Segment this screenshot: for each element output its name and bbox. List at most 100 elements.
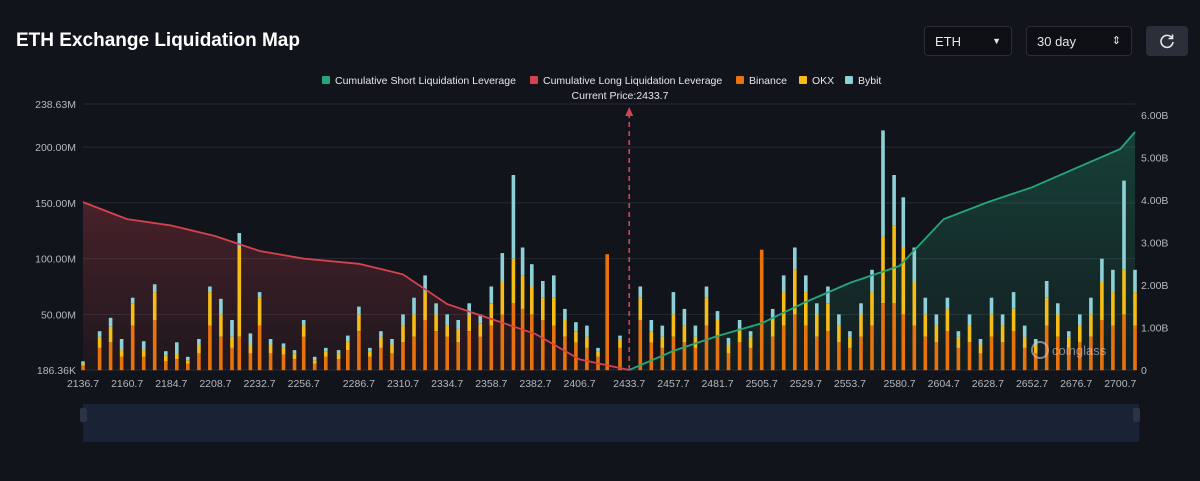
okx-bar[interactable] <box>478 323 483 337</box>
binance-bar[interactable] <box>1011 331 1016 371</box>
okx-bar[interactable] <box>1033 344 1038 354</box>
bybit-bar[interactable] <box>324 347 328 352</box>
okx-bar[interactable] <box>119 350 124 357</box>
okx-bar[interactable] <box>520 275 525 309</box>
binance-bar[interactable] <box>478 336 483 371</box>
bybit-bar[interactable] <box>770 308 775 321</box>
bybit-bar[interactable] <box>881 130 885 237</box>
bybit-bar[interactable] <box>423 275 427 293</box>
bybit-bar[interactable] <box>379 331 383 337</box>
okx-bar[interactable] <box>649 331 654 343</box>
legend-label[interactable]: Bybit <box>858 75 881 87</box>
binance-bar[interactable] <box>638 320 643 371</box>
binance-bar[interactable] <box>152 320 157 371</box>
asset-select[interactable]: ETH ▼ <box>924 26 1012 56</box>
binance-bar[interactable] <box>870 325 874 371</box>
bybit-bar[interactable] <box>346 335 350 342</box>
long-cumulative-line[interactable] <box>82 201 630 371</box>
bybit-bar[interactable] <box>956 331 961 337</box>
binance-bar[interactable] <box>301 336 306 371</box>
bybit-bar[interactable] <box>693 325 698 337</box>
binance-bar[interactable] <box>423 320 427 371</box>
bybit-bar[interactable] <box>237 233 242 248</box>
binance-bar[interactable] <box>1000 342 1005 371</box>
okx-bar[interactable] <box>892 225 896 304</box>
binance-bar[interactable] <box>520 308 525 371</box>
binance-bar[interactable] <box>346 350 350 371</box>
binance-bar[interactable] <box>401 342 405 371</box>
binance-bar[interactable] <box>219 336 223 371</box>
okx-bar[interactable] <box>336 353 341 360</box>
bybit-bar[interactable] <box>511 175 516 259</box>
bybit-bar[interactable] <box>934 314 939 326</box>
binance-bar[interactable] <box>748 347 753 371</box>
binance-bar[interactable] <box>956 347 961 371</box>
bybit-bar[interactable] <box>108 317 113 327</box>
okx-bar[interactable] <box>989 314 994 337</box>
okx-bar[interactable] <box>638 297 643 320</box>
okx-bar[interactable] <box>837 325 841 343</box>
binance-bar[interactable] <box>682 342 687 371</box>
binance-bar[interactable] <box>257 325 262 371</box>
okx-bar[interactable] <box>130 303 135 326</box>
bybit-bar[interactable] <box>912 247 917 282</box>
binance-bar[interactable] <box>1056 336 1060 371</box>
bybit-bar[interactable] <box>81 361 85 364</box>
bybit-bar[interactable] <box>923 297 928 315</box>
bybit-bar[interactable] <box>197 339 201 345</box>
bybit-bar[interactable] <box>336 350 341 354</box>
bybit-bar[interactable] <box>401 314 405 326</box>
binance-bar[interactable] <box>923 336 928 371</box>
bybit-bar[interactable] <box>967 314 972 326</box>
okx-bar[interactable] <box>1056 314 1060 337</box>
binance-bar[interactable] <box>1100 320 1104 371</box>
bybit-bar[interactable] <box>793 247 797 270</box>
okx-bar[interactable] <box>912 281 917 326</box>
binance-bar[interactable] <box>379 347 383 371</box>
okx-bar[interactable] <box>81 363 85 366</box>
bybit-bar[interactable] <box>892 175 896 226</box>
okx-bar[interactable] <box>324 351 328 357</box>
binance-bar[interactable] <box>1022 347 1027 371</box>
okx-bar[interactable] <box>237 247 242 337</box>
binance-bar[interactable] <box>781 325 786 371</box>
bybit-bar[interactable] <box>434 303 438 315</box>
bybit-bar[interactable] <box>1067 331 1071 337</box>
bybit-bar[interactable] <box>130 297 135 304</box>
bybit-bar[interactable] <box>804 275 808 293</box>
bybit-bar[interactable] <box>257 292 262 298</box>
okx-bar[interactable] <box>660 336 665 348</box>
okx-bar[interactable] <box>301 325 306 337</box>
bybit-bar[interactable] <box>390 339 394 345</box>
okx-bar[interactable] <box>445 325 449 337</box>
bybit-bar[interactable] <box>312 356 317 361</box>
okx-bar[interactable] <box>923 314 928 337</box>
refresh-button[interactable] <box>1146 26 1188 56</box>
binance-bar[interactable] <box>1067 347 1071 371</box>
okx-bar[interactable] <box>704 297 709 326</box>
okx-bar[interactable] <box>230 336 234 348</box>
okx-bar[interactable] <box>563 320 567 337</box>
binance-bar[interactable] <box>649 342 654 371</box>
short-cumulative-line[interactable] <box>628 131 1136 371</box>
bybit-bar[interactable] <box>671 292 676 315</box>
binance-bar[interactable] <box>901 314 906 371</box>
binance-bar[interactable] <box>500 314 505 371</box>
binance-bar[interactable] <box>1122 314 1126 371</box>
okx-bar[interactable] <box>956 336 961 348</box>
okx-bar[interactable] <box>197 344 201 354</box>
okx-bar[interactable] <box>781 292 786 326</box>
bybit-bar[interactable] <box>541 281 545 298</box>
binance-bar[interactable] <box>804 325 808 371</box>
binance-bar[interactable] <box>186 363 190 371</box>
bybit-bar[interactable] <box>552 275 556 298</box>
binance-bar[interactable] <box>368 356 372 371</box>
bybit-bar[interactable] <box>574 322 578 332</box>
okx-bar[interactable] <box>585 336 589 348</box>
okx-bar[interactable] <box>208 292 212 326</box>
okx-bar[interactable] <box>1022 336 1027 348</box>
binance-bar[interactable] <box>489 325 494 371</box>
okx-bar[interactable] <box>726 344 731 354</box>
bybit-bar[interactable] <box>1022 325 1027 337</box>
binance-bar[interactable] <box>585 347 589 371</box>
